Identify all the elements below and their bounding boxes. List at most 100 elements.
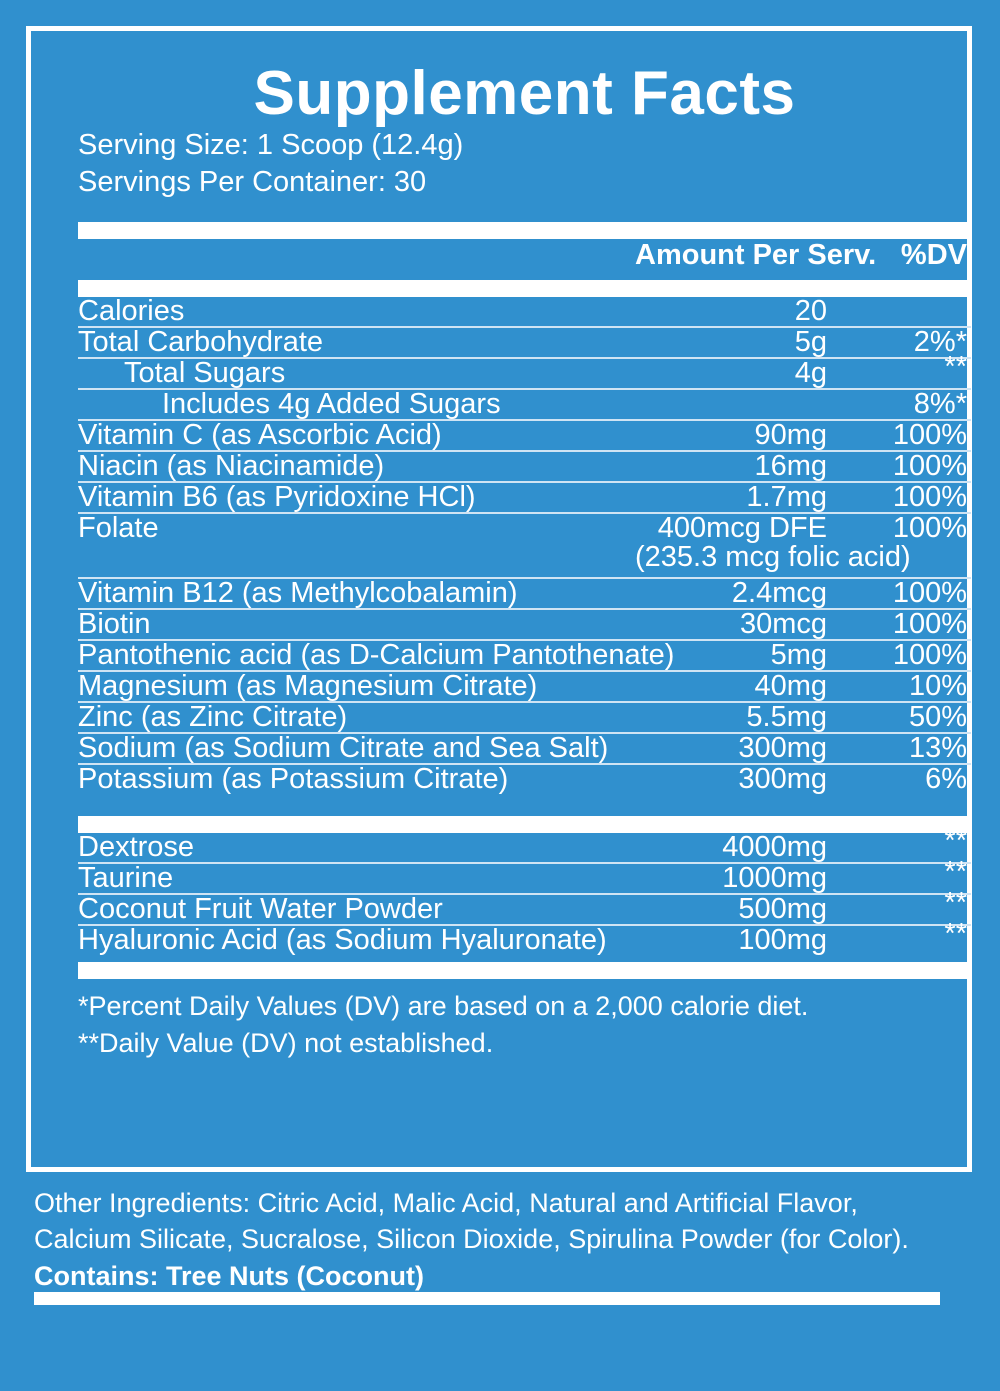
nutrient-name: Hyaluronic Acid (as Sodium Hyaluronate) xyxy=(78,924,635,956)
nutrient-percent-dv: 100% xyxy=(831,481,971,514)
nutrient-name: Biotin xyxy=(78,608,635,641)
table-row: Niacin (as Niacinamide) 16mg 100% xyxy=(78,450,971,483)
nutrient-percent-dv: 100% xyxy=(831,577,971,610)
nutrient-percent-dv: ** xyxy=(831,827,971,863)
nutrient-name: Niacin (as Niacinamide) xyxy=(78,450,635,483)
table-row: Taurine 1000mg ** xyxy=(78,858,971,895)
nutrient-percent-dv: ** xyxy=(831,889,971,926)
nutrient-percent-dv: ** xyxy=(831,858,971,895)
nutrient-percent-dv: 100% xyxy=(831,639,971,672)
nutrient-amount: 30mcg xyxy=(635,608,831,641)
nutrient-percent-dv: 100% xyxy=(831,608,971,641)
nutrient-percent-dv: 2%* xyxy=(831,326,971,359)
rule-thick-bottom xyxy=(78,962,971,980)
nutrient-amount: 5mg xyxy=(635,639,831,672)
nutrient-name: Potassium (as Potassium Citrate) xyxy=(78,763,635,795)
nutrient-amount: 40mg xyxy=(635,670,831,703)
table-row: Total Carbohydrate 5g 2%* xyxy=(78,326,971,359)
table-row: Zinc (as Zinc Citrate) 5.5mg 50% xyxy=(78,701,971,734)
nutrient-percent-dv: 6% xyxy=(831,763,971,795)
nutrient-amount: 5g xyxy=(635,326,831,359)
nutrient-percent-dv: 100% xyxy=(831,512,971,544)
table-row: Total Sugars 4g ** xyxy=(78,353,971,390)
nutrient-percent-dv: 10% xyxy=(831,670,971,703)
other-ingredients-block: Other Ingredients: Citric Acid, Malic Ac… xyxy=(34,1186,964,1295)
panel-title: Supplement Facts xyxy=(253,59,796,128)
footnote-percent-dv: *Percent Daily Values (DV) are based on … xyxy=(78,991,809,1022)
nutrient-name: Includes 4g Added Sugars xyxy=(78,388,635,421)
nutrient-amount: 2.4mcg xyxy=(635,577,831,610)
nutrient-name: Pantothenic acid (as D-Calcium Pantothen… xyxy=(78,639,675,672)
table-row: Vitamin C (as Ascorbic Acid) 90mg 100% xyxy=(78,419,971,452)
table-row: Sodium (as Sodium Citrate and Sea Salt) 3… xyxy=(78,732,971,765)
dv-not-established-marker: ** xyxy=(944,918,967,951)
rule-thick-top xyxy=(78,222,971,240)
nutrient-name: Folate xyxy=(78,512,635,544)
table-header-row: Amount Per Serv. %DV xyxy=(78,239,971,272)
nutrient-amount: 100mg xyxy=(635,924,831,956)
table-row: Pantothenic acid (as D-Calcium Pantothen… xyxy=(78,639,971,672)
nutrient-name: Magnesium (as Magnesium Citrate) xyxy=(78,670,635,703)
nutrient-amount: 4000mg xyxy=(722,831,827,864)
servings-per-container: Servings Per Container: 30 xyxy=(78,165,427,198)
nutrient-amount xyxy=(635,388,831,421)
nutrient-name: Sodium (as Sodium Citrate and Sea Salt) xyxy=(78,732,635,765)
rule-thick-under-header xyxy=(78,280,971,298)
nutrient-name: Taurine xyxy=(78,862,635,895)
nutrient-amount: 4g xyxy=(635,357,831,390)
table-row: Magnesium (as Magnesium Citrate) 40mg 10% xyxy=(78,670,971,703)
other-actives-table: Dextrose 4000mg ** Taurine 1000mg ** Coconut F… xyxy=(78,827,971,956)
nutrient-amount: 300mg xyxy=(635,732,831,765)
nutrient-amount: 400mcg DFE xyxy=(635,512,831,544)
nutrient-amount: 20 xyxy=(794,295,827,328)
nutrition-header-table: Amount Per Serv. %DV xyxy=(78,239,971,272)
nutrient-name: Zinc (as Zinc Citrate) xyxy=(78,701,635,734)
nutrient-percent-dv: 8%* xyxy=(831,388,971,421)
serving-size: Serving Size: 1 Scoop (12.4g) xyxy=(78,128,464,161)
nutrient-name: Vitamin B6 (as Pyridoxine HCl) xyxy=(78,481,635,514)
nutrient-name: Dextrose xyxy=(78,831,195,864)
supplement-facts-panel: Supplement Facts Serving Size: 1 Scoop (… xyxy=(26,26,972,1172)
nutrient-name: Vitamin C (as Ascorbic Acid) xyxy=(78,419,635,452)
nutrient-amount: 16mg xyxy=(635,450,831,483)
nutrient-percent-dv xyxy=(831,297,971,327)
nutrient-amount: 1.7mg xyxy=(635,481,831,514)
table-row: Folate 400mcg DFE 100% xyxy=(78,512,971,544)
nutrient-amount: 5.5mg xyxy=(635,701,831,734)
dv-not-established-marker: ** xyxy=(944,856,967,889)
nutrient-amount: 500mg xyxy=(635,893,831,926)
table-row: Calories 20 xyxy=(78,297,971,327)
nutrient-amount: 1000mg xyxy=(635,862,831,895)
table-row: Biotin 30mcg 100% xyxy=(78,608,971,641)
nutrient-name: Coconut Fruit Water Powder xyxy=(78,893,635,926)
nutrient-name: Total Sugars xyxy=(78,357,635,390)
table-row: Vitamin B12 (as Methylcobalamin) 2.4mcg 10… xyxy=(78,577,971,610)
other-ingredients-line-1: Other Ingredients: Citric Acid, Malic Ac… xyxy=(34,1188,858,1218)
allergen-contains-statement: Contains: Tree Nuts (Coconut) xyxy=(34,1260,424,1291)
panel-content: Supplement Facts Serving Size: 1 Scoop (… xyxy=(78,59,971,1061)
nutrient-amount: 300mg xyxy=(635,763,831,795)
nutrient-percent-dv: 100% xyxy=(831,450,971,483)
table-row-continuation: (235.3 mcg folic acid) xyxy=(78,543,971,578)
rule-thick-footer xyxy=(34,1292,940,1305)
header-percent-dv: %DV xyxy=(900,239,967,272)
table-row: Potassium (as Potassium Citrate) 300mg 6% xyxy=(78,763,971,795)
nutrient-percent-dv: ** xyxy=(831,920,971,956)
nutrient-name: Total Carbohydrate xyxy=(78,326,635,359)
nutrient-percent-dv: 50% xyxy=(831,701,971,734)
table-row: Dextrose 4000mg ** xyxy=(78,827,971,864)
table-row: Hyaluronic Acid (as Sodium Hyaluronate) 1… xyxy=(78,920,971,956)
nutrient-percent-dv: 13% xyxy=(831,732,971,765)
other-ingredients-line-2: Calcium Silicate, Sucralose, Silicon Dio… xyxy=(34,1223,909,1254)
dv-not-established-marker: ** xyxy=(944,887,967,920)
dv-not-established-marker: ** xyxy=(944,825,967,858)
dv-not-established-marker: ** xyxy=(944,351,967,384)
header-nutrient xyxy=(78,239,635,272)
nutrient-percent-dv: ** xyxy=(831,353,971,390)
nutrient-amount: 90mg xyxy=(635,419,831,452)
table-row: Coconut Fruit Water Powder 500mg ** xyxy=(78,889,971,926)
footnote-dv-not-established: **Daily Value (DV) not established. xyxy=(78,1027,494,1058)
table-row: Includes 4g Added Sugars 8%* xyxy=(78,388,971,421)
footnotes: *Percent Daily Values (DV) are based on … xyxy=(78,988,971,1060)
rule-thick-mid xyxy=(78,816,971,834)
